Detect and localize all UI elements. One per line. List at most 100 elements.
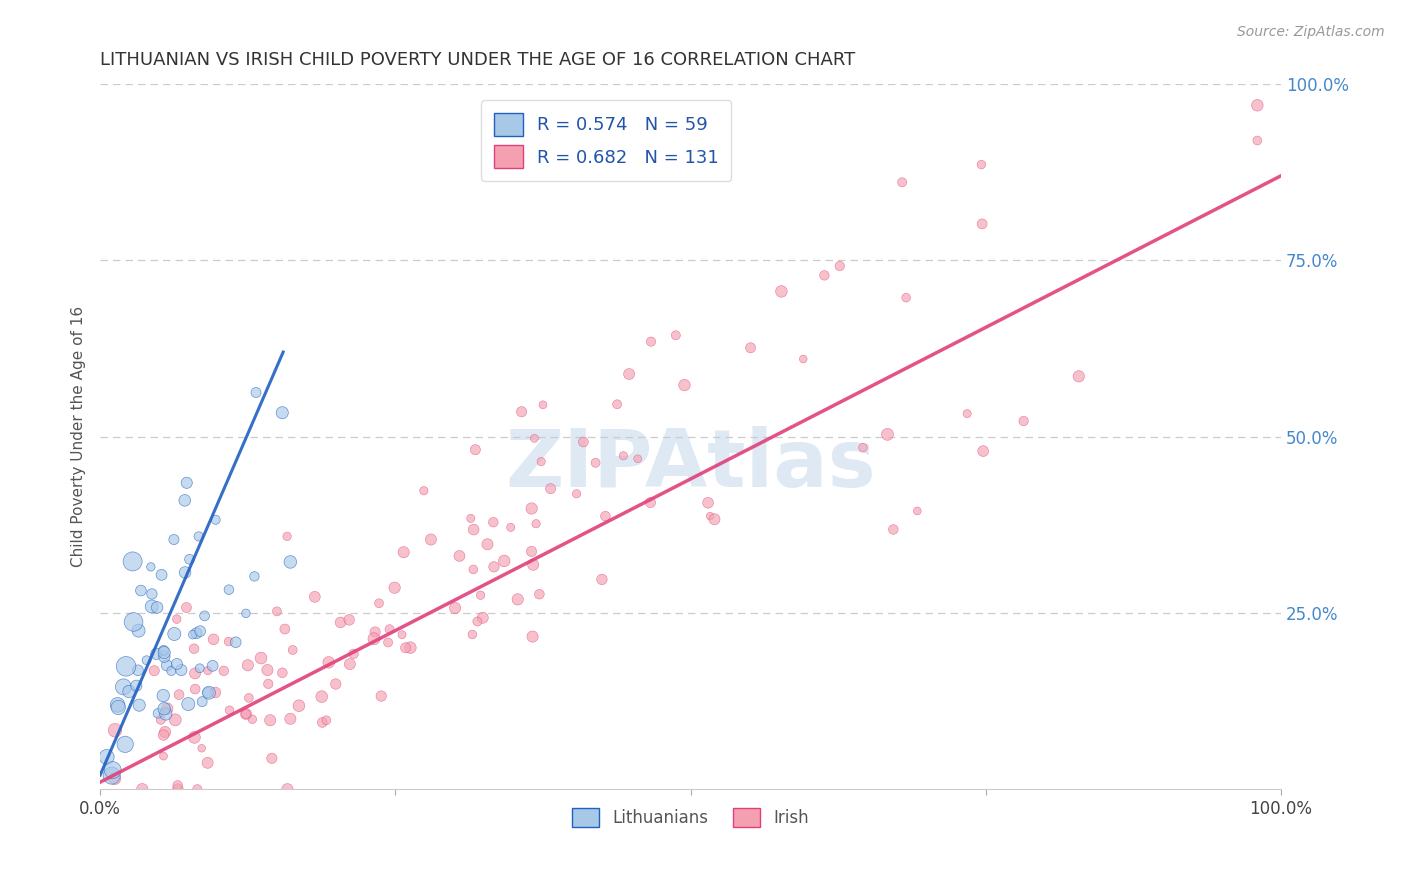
Point [146,706,169,721]
Point [606,397,628,411]
Point [461,627,484,641]
Point [204,513,226,527]
Point [471,611,494,625]
Text: ZIPAtlas: ZIPAtlas [505,425,876,504]
Point [166,778,188,792]
Point [152,749,174,764]
Point [394,640,416,655]
Point [152,643,174,657]
Point [184,666,207,681]
Point [218,634,240,648]
Point [311,715,333,730]
Point [828,259,851,273]
Point [194,608,217,623]
Point [368,596,391,610]
Point [235,707,257,722]
Point [274,622,297,636]
Point [146,600,169,615]
Point [288,698,311,713]
Point [176,600,198,615]
Point [531,398,554,412]
Point [384,581,406,595]
Point [145,647,167,661]
Point [122,615,145,629]
Point [894,291,917,305]
Point [464,442,486,457]
Point [166,612,188,626]
Point [118,684,141,698]
Point [131,782,153,797]
Point [329,615,352,630]
Point [266,604,288,618]
Point [107,700,129,714]
Point [315,713,337,727]
Point [280,712,302,726]
Point [311,690,333,704]
Point [337,613,360,627]
Point [187,529,209,543]
Point [412,483,434,498]
Point [114,737,136,751]
Point [506,592,529,607]
Point [444,601,467,615]
Point [174,566,197,580]
Point [585,456,607,470]
Point [235,706,257,721]
Point [520,544,543,558]
Point [183,731,205,745]
Point [156,658,179,673]
Point [257,677,280,691]
Point [494,554,516,568]
Point [792,351,814,366]
Point [460,511,482,525]
Point [236,658,259,673]
Point [245,385,267,400]
Point [139,560,162,574]
Point [167,688,190,702]
Point [813,268,835,283]
Point [243,569,266,583]
Point [530,455,553,469]
Point [972,217,994,231]
Point [640,495,662,509]
Point [152,689,174,703]
Point [165,713,187,727]
Point [876,427,898,442]
Legend: Lithuanians, Irish: Lithuanians, Irish [565,801,815,834]
Point [463,562,485,576]
Point [260,751,283,765]
Point [591,573,613,587]
Point [156,701,179,715]
Point [271,406,294,420]
Point [276,782,298,797]
Point [1246,134,1268,148]
Point [186,626,208,640]
Point [325,677,347,691]
Point [271,665,294,680]
Point [891,175,914,189]
Point [163,627,186,641]
Point [240,712,263,726]
Point [153,646,176,660]
Point [970,158,993,172]
Text: Source: ZipAtlas.com: Source: ZipAtlas.com [1237,25,1385,39]
Point [905,504,928,518]
Point [256,663,278,677]
Point [627,451,650,466]
Point [96,750,118,764]
Point [522,630,544,644]
Point [572,434,595,449]
Point [177,697,200,711]
Point [391,628,413,642]
Point [128,624,150,638]
Point [499,520,522,534]
Point [163,533,186,547]
Point [218,582,240,597]
Point [198,686,221,700]
Point [183,641,205,656]
Point [467,615,489,629]
Point [852,441,875,455]
Point [173,493,195,508]
Point [152,728,174,742]
Point [281,643,304,657]
